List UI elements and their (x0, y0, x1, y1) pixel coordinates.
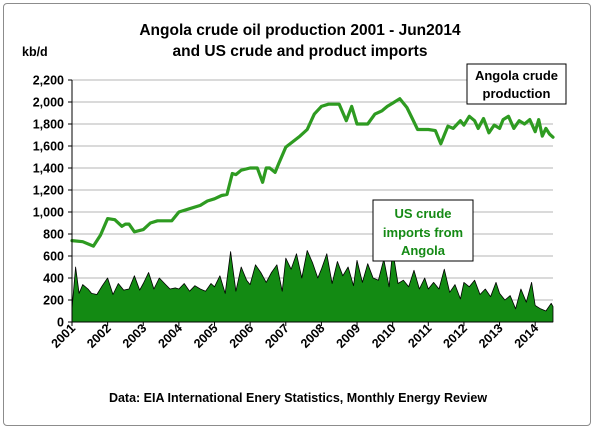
y-axis-unit-label: kb/d (22, 45, 48, 59)
annotation-imports-line1: US crude (394, 206, 451, 221)
annotation-imports-line2: imports from (383, 225, 463, 240)
x-tick-label: 2013 (476, 321, 506, 351)
x-tick-label: 2007 (262, 321, 292, 351)
y-tick-label: 1,400 (33, 162, 64, 176)
series-production (70, 97, 555, 248)
production-line (70, 97, 555, 248)
x-tick-label: 2010 (369, 321, 399, 351)
annotation-imports: US crude imports from Angola (372, 199, 474, 262)
series-imports (71, 250, 554, 323)
chart-title: Angola crude oil production 2001 - Jun20… (110, 20, 490, 62)
annotation-imports-box (372, 199, 474, 262)
x-tick-label: 2009 (334, 321, 364, 351)
x-tick-label: 2004 (155, 321, 185, 351)
y-tick-label: 600 (43, 250, 64, 264)
x-tick-label: 2012 (440, 321, 470, 351)
y-tick-label: 2,000 (33, 96, 64, 110)
y-tick-label: 1,200 (33, 184, 64, 198)
imports-area (71, 250, 554, 323)
x-tick-label: 2001 (49, 321, 79, 351)
axes (68, 79, 553, 326)
annotation-production-line1: Angola crude (475, 68, 558, 83)
chart-title-line1: Angola crude oil production 2001 - Jun20… (139, 22, 461, 39)
annotation-imports-line3: Angola (401, 243, 446, 258)
y-tick-label: 800 (43, 228, 64, 242)
y-tick-label: 0 (57, 316, 64, 330)
x-tick-label: 2005 (191, 321, 221, 351)
y-tick-label: 1,000 (33, 206, 64, 220)
x-tick-label: 2014 (512, 321, 542, 351)
annotation-production: Angola crude production (466, 63, 567, 105)
x-tick-label: 2002 (84, 321, 114, 351)
y-tick-label: 1,800 (33, 118, 64, 132)
x-tick-label: 2003 (120, 321, 150, 351)
y-tick-label: 1,600 (33, 140, 64, 154)
annotation-production-box (466, 63, 567, 105)
chart-title-line2: and US crude and product imports (172, 43, 428, 60)
y-tick-label: 400 (43, 272, 64, 286)
y-tick-label: 2,200 (33, 74, 64, 88)
x-tick-labels: 2001 2002 2003 2004 2005 2006 2007 2008 2009 2010… (49, 321, 542, 351)
annotation-production-line2: production (483, 86, 551, 101)
x-tick-label: 2008 (298, 321, 328, 351)
x-tick-label: 2006 (227, 321, 257, 351)
x-tick-label: 2011 (405, 321, 434, 350)
source-note: Data: EIA International Enery Statistics… (108, 391, 488, 405)
y-tick-label: 200 (43, 294, 64, 308)
y-tick-labels: 0 200 400 600 800 1,000 1,200 1,400 1,600 1,800 2,… (33, 74, 64, 330)
